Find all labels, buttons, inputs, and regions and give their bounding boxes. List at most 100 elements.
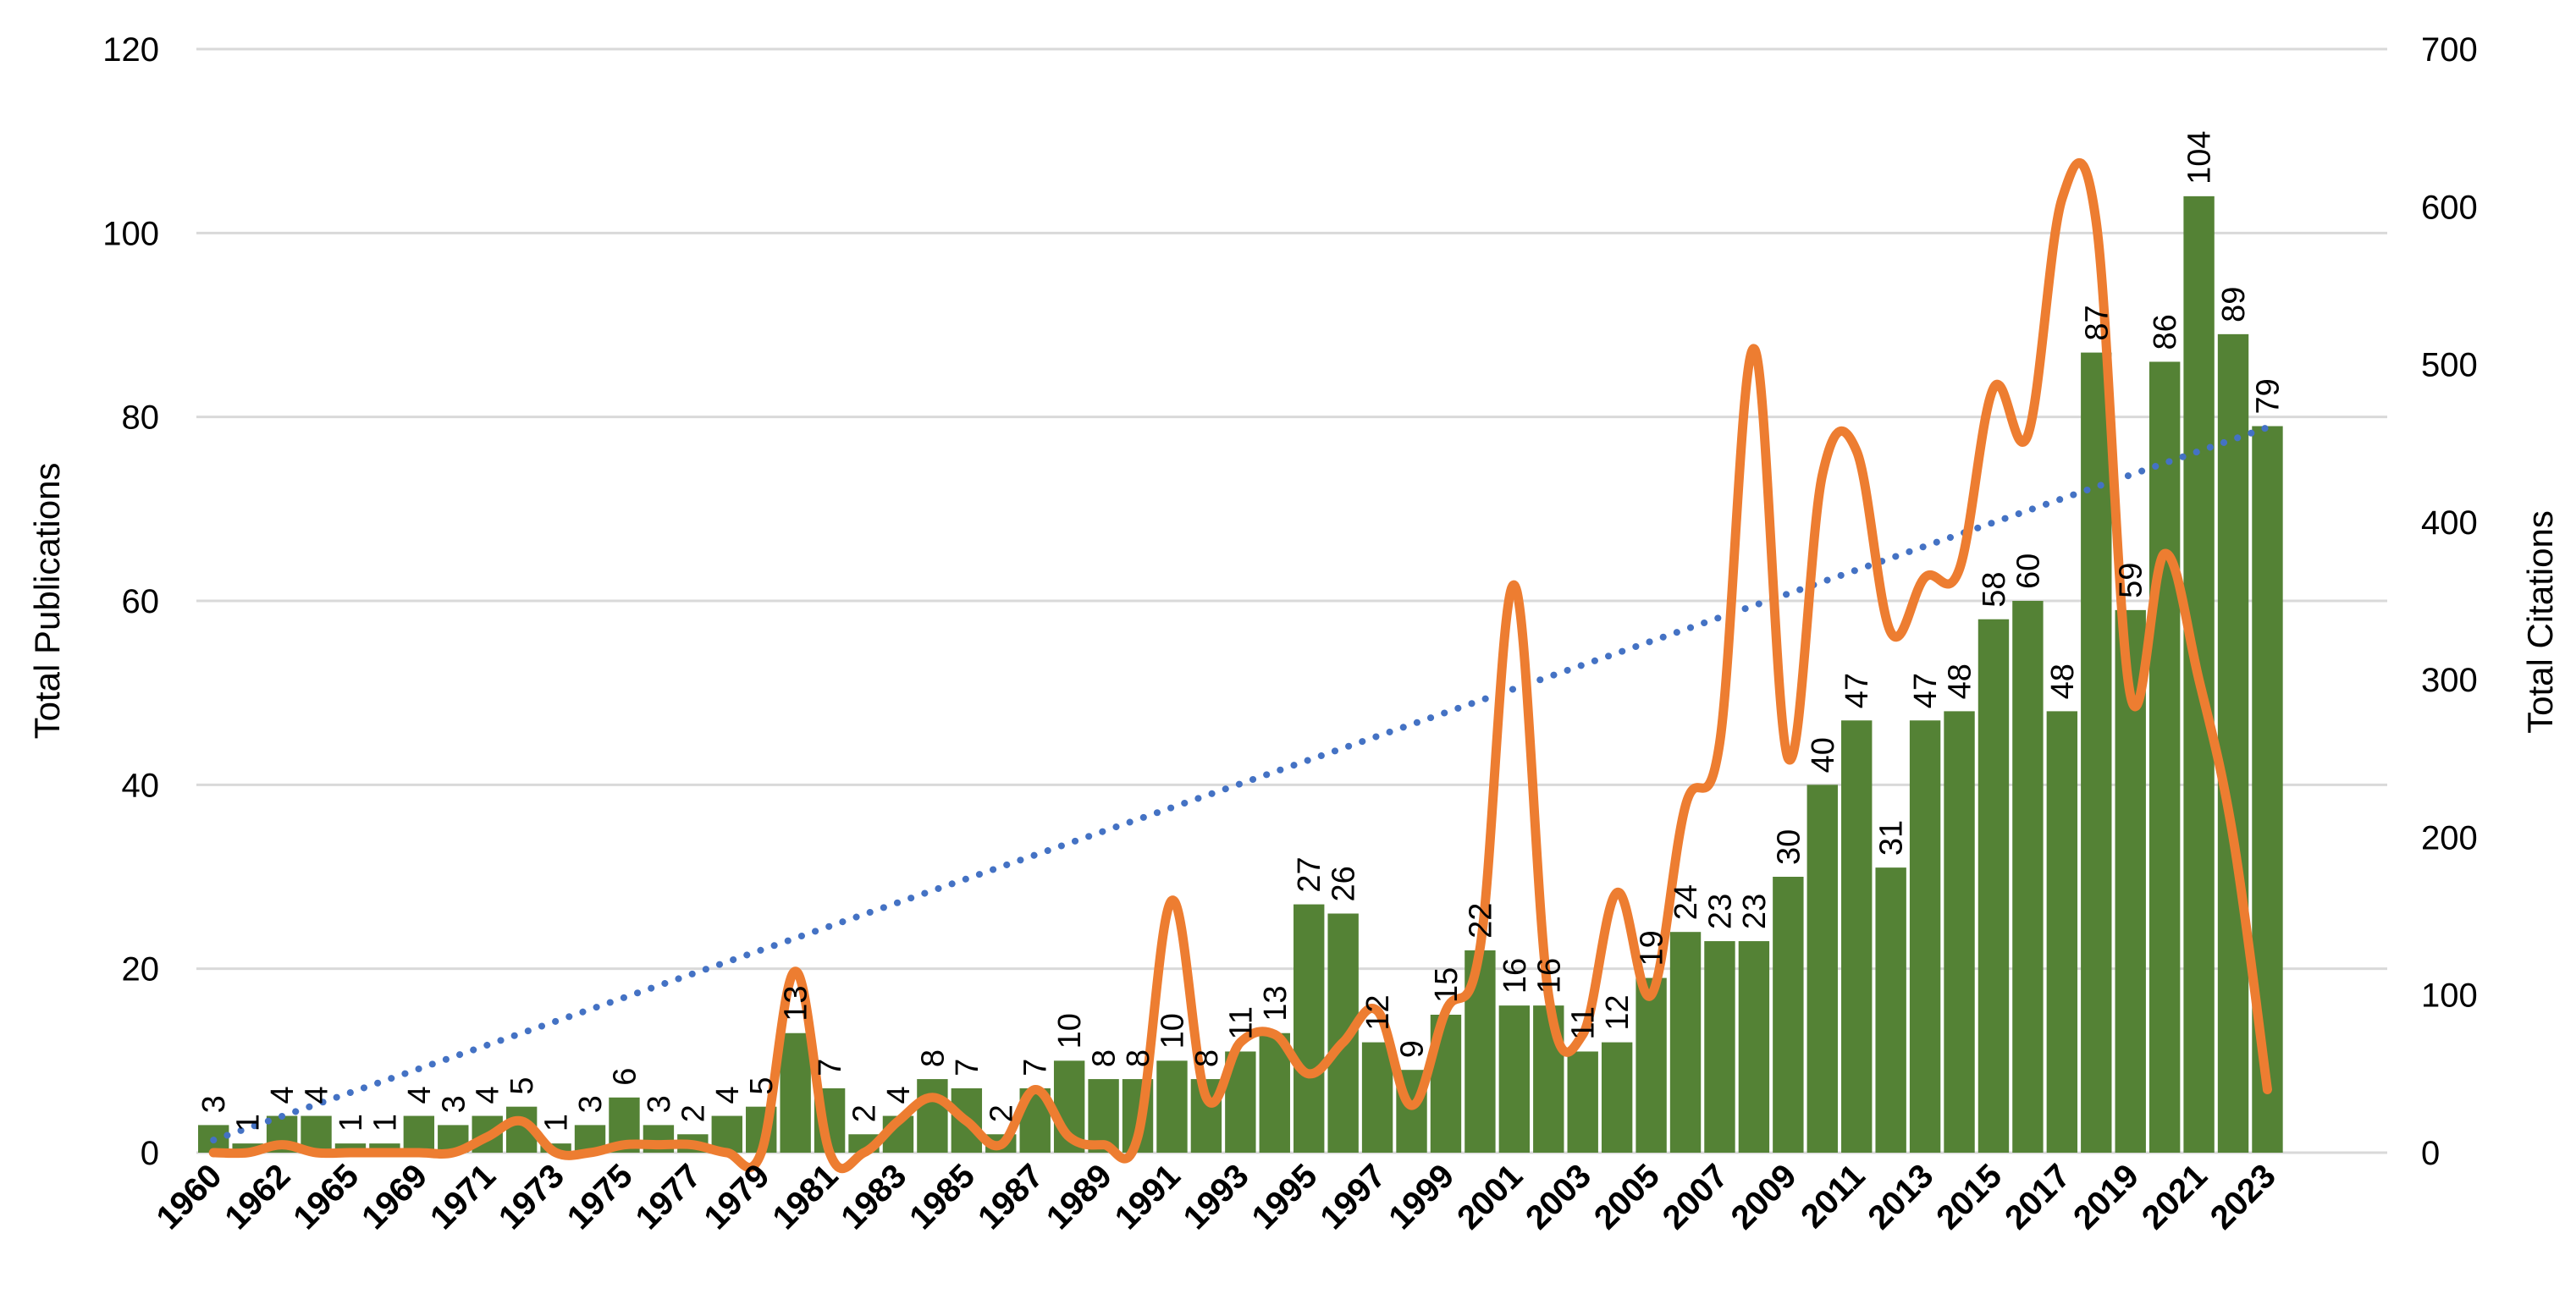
data-label: 24 (1669, 884, 1704, 920)
bar (2046, 711, 2078, 1153)
data-label: 19 (1635, 930, 1670, 966)
bar (2252, 426, 2283, 1153)
x-tick-label: 2015 (1929, 1157, 2009, 1236)
left-tick-label: 20 (122, 951, 160, 988)
data-label: 2 (984, 1104, 1019, 1122)
bar (2012, 601, 2044, 1153)
bar (1669, 932, 1702, 1153)
right-tick-label: 200 (2421, 819, 2478, 856)
bar (1738, 941, 1770, 1153)
x-tick-label: 2017 (1998, 1157, 2077, 1236)
data-label: 1 (334, 1114, 369, 1132)
data-label: 60 (2011, 553, 2046, 589)
data-label: 22 (1463, 903, 1498, 939)
data-label: 1 (539, 1114, 575, 1132)
bar (1601, 1042, 1633, 1153)
right-tick-label: 300 (2421, 662, 2478, 699)
right-tick-label: 100 (2421, 977, 2478, 1015)
left-tick-label: 120 (102, 31, 159, 69)
data-label: 4 (710, 1086, 746, 1104)
data-label: 79 (2250, 378, 2286, 414)
data-label: 8 (1087, 1049, 1123, 1067)
x-axis-ticks: 1960196219651969197119731975197719791981… (150, 1157, 2283, 1236)
bar (1773, 877, 1804, 1153)
data-label: 2 (676, 1104, 711, 1122)
bar (1498, 1005, 1531, 1153)
data-label: 10 (1052, 1013, 1088, 1049)
data-label: 87 (2079, 305, 2115, 340)
data-label: 5 (744, 1077, 780, 1095)
data-label: 16 (1531, 958, 1567, 994)
left-axis-title: Total Publications (27, 463, 67, 740)
x-tick-label: 1962 (218, 1157, 297, 1236)
data-label: 8 (1121, 1049, 1156, 1067)
right-tick-label: 700 (2421, 31, 2478, 69)
x-tick-label: 2019 (2066, 1157, 2146, 1236)
bar (1909, 720, 1941, 1153)
data-label: 11 (1223, 1006, 1259, 1039)
bar (1567, 1051, 1598, 1153)
bar (403, 1115, 435, 1153)
x-tick-label: 2007 (1656, 1157, 1735, 1236)
data-label: 12 (1360, 994, 1396, 1030)
bar (2217, 333, 2249, 1153)
data-label: 10 (1155, 1013, 1190, 1049)
data-label: 104 (2182, 130, 2218, 184)
x-tick-label: 2009 (1724, 1157, 1804, 1236)
data-label: 7 (950, 1059, 985, 1076)
bar (1361, 1042, 1393, 1153)
data-label: 13 (1258, 985, 1294, 1021)
data-label: 3 (436, 1095, 472, 1113)
bar (1636, 977, 1667, 1153)
citations-line-path (208, 157, 2272, 1174)
x-tick-label: 1971 (423, 1157, 503, 1236)
left-tick-label: 80 (122, 399, 160, 437)
x-tick-label: 1995 (1245, 1157, 1325, 1236)
x-tick-label: 2023 (2204, 1157, 2283, 1236)
x-tick-label: 1965 (286, 1157, 366, 1236)
x-tick-label: 2005 (1587, 1157, 1667, 1236)
data-label: 7 (1018, 1059, 1054, 1076)
data-label: 86 (2148, 314, 2183, 350)
x-tick-label: 2001 (1450, 1157, 1530, 1236)
citations-line (208, 157, 2272, 1174)
right-axis-title: Total Citations (2520, 510, 2560, 734)
x-tick-label: 2021 (2135, 1157, 2215, 1236)
x-tick-label: 2013 (1861, 1157, 1940, 1236)
bar (1978, 619, 2010, 1153)
data-label: 47 (1908, 673, 1944, 708)
x-tick-label: 1981 (765, 1157, 845, 1236)
bar (1841, 720, 1873, 1153)
trendline-path (210, 424, 2271, 1144)
data-label: 47 (1840, 673, 1875, 708)
x-tick-label: 1987 (971, 1157, 1051, 1236)
x-tick-label: 1960 (150, 1157, 229, 1236)
data-label: 15 (1429, 967, 1465, 1003)
x-tick-label: 2003 (1519, 1157, 1598, 1236)
data-label: 13 (779, 985, 814, 1021)
left-tick-label: 60 (122, 583, 160, 620)
left-tick-label: 100 (102, 215, 159, 252)
left-tick-label: 0 (141, 1135, 159, 1172)
bar (1294, 904, 1325, 1153)
data-label: 2 (847, 1104, 883, 1122)
data-label: 3 (642, 1095, 677, 1113)
data-label: 12 (1600, 994, 1636, 1030)
bar (780, 1032, 811, 1153)
data-label: 89 (2216, 287, 2252, 322)
data-label: 9 (1395, 1040, 1431, 1058)
data-label: 4 (300, 1086, 335, 1104)
x-tick-label: 1993 (1177, 1157, 1256, 1236)
x-tick-label: 1977 (629, 1157, 709, 1236)
data-label: 48 (1943, 664, 1978, 699)
x-tick-label: 1969 (355, 1157, 434, 1236)
data-label: 1 (231, 1114, 267, 1132)
gridlines (196, 47, 2387, 1154)
bar (1704, 941, 1735, 1153)
right-tick-label: 400 (2421, 504, 2478, 542)
data-label: 16 (1498, 958, 1533, 994)
bar (1944, 711, 1975, 1153)
x-tick-label: 2011 (1794, 1157, 1872, 1235)
data-label: 4 (402, 1086, 438, 1104)
right-tick-label: 0 (2421, 1135, 2440, 1172)
